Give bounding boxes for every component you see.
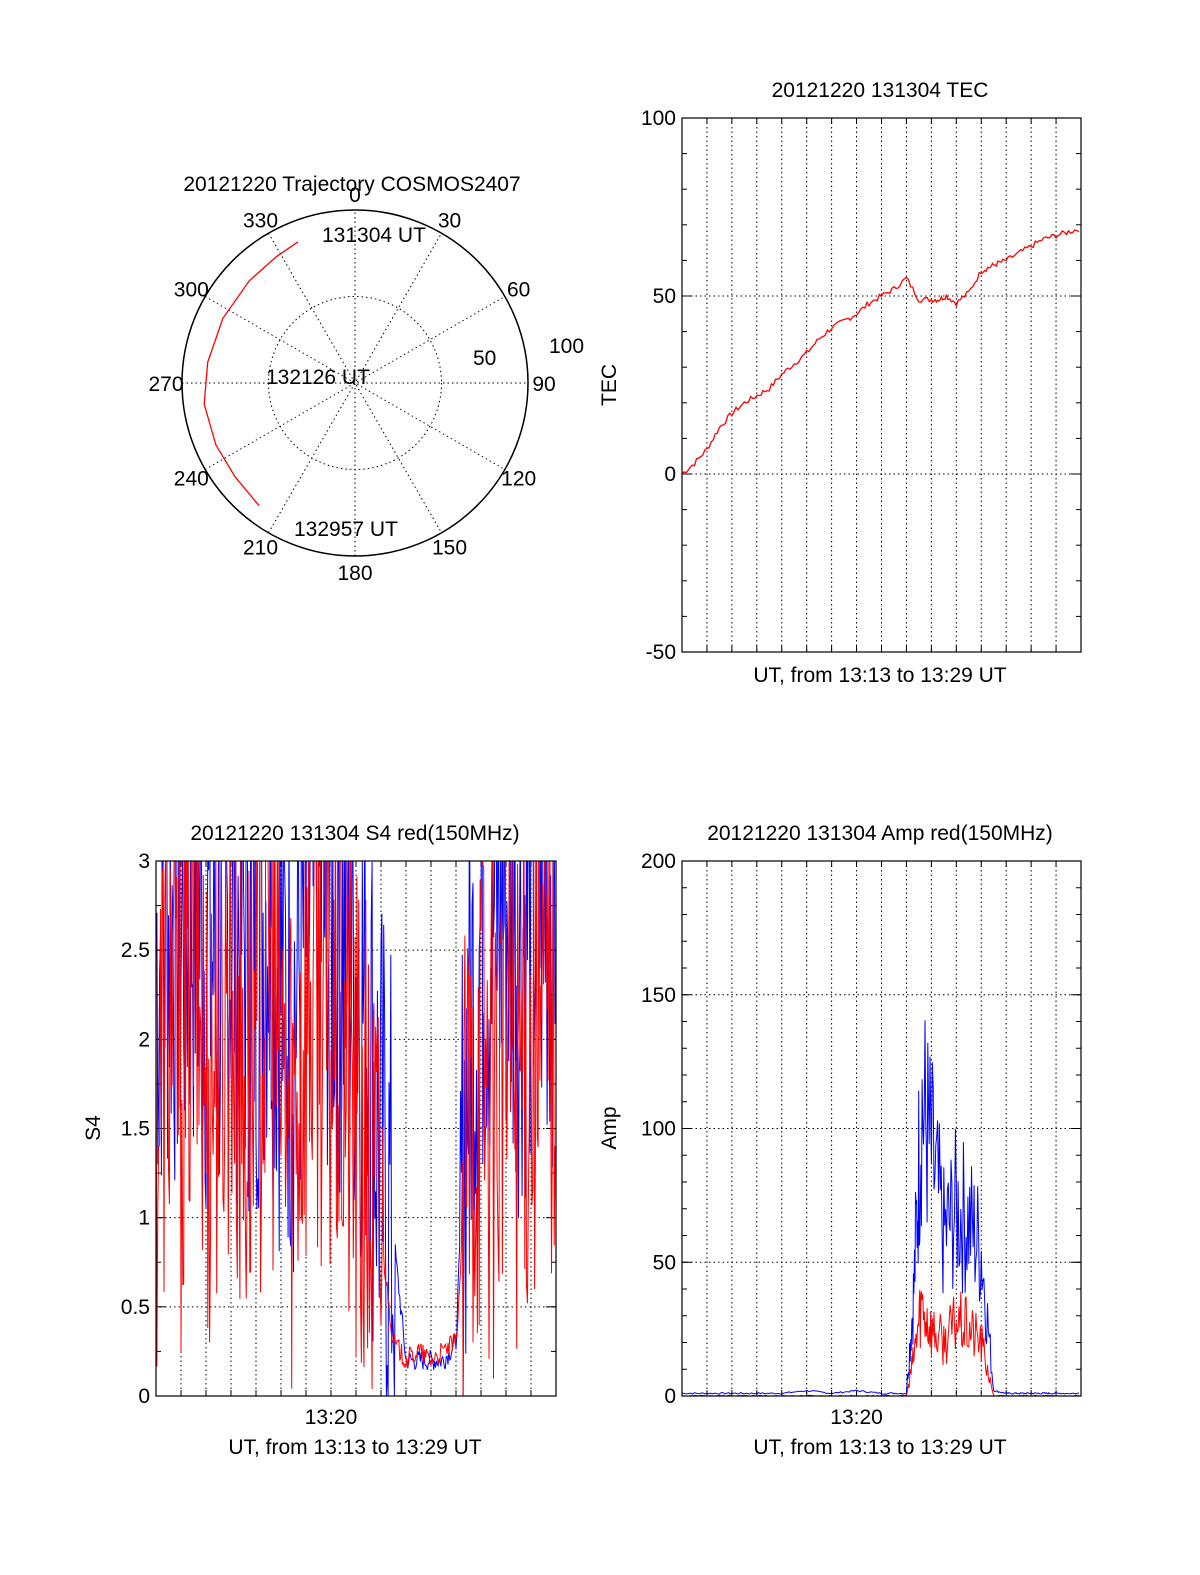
polar-spoke — [268, 232, 442, 534]
s4-ylabel: S4 — [82, 1115, 105, 1141]
polar-azimuth-label: 120 — [501, 468, 536, 491]
polar-radial-label: 100 — [549, 335, 584, 358]
x-tick-label: 13:20 — [305, 1406, 358, 1429]
y-tick-label: 0 — [664, 463, 676, 486]
s4-chart: 20121220 131304 S4 red(150MHz) UT, from … — [82, 822, 557, 1459]
y-tick-label: -50 — [646, 641, 676, 664]
polar-trajectory-chart: 20121220 Trajectory COSMOS2407 0 30 60 90 12… — [148, 173, 584, 585]
y-tick-label: 3 — [138, 850, 150, 873]
polar-spoke — [204, 296, 506, 470]
polar-azimuth-label: 0 — [349, 184, 361, 207]
polar-title: 20121220 Trajectory COSMOS2407 — [183, 173, 520, 196]
y-tick-label: 200 — [641, 850, 676, 873]
tec-title: 20121220 131304 TEC — [772, 79, 989, 102]
y-tick-label: 150 — [641, 984, 676, 1007]
amp-ylabel: Amp — [598, 1106, 621, 1149]
polar-spoke — [268, 232, 442, 534]
polar-azimuth-label: 270 — [148, 373, 183, 396]
series-line-red — [156, 861, 556, 1396]
polar-azimuth-label: 150 — [432, 537, 467, 560]
plot-frame — [155, 860, 557, 1397]
annotation-end-time: 132957 UT — [294, 518, 398, 541]
series-line-red — [682, 1289, 1080, 1396]
polar-trajectory-series — [203, 241, 299, 507]
polar-spoke — [204, 296, 506, 470]
polar-azimuth-label: 300 — [174, 279, 209, 302]
amp-title: 20121220 131304 Amp red(150MHz) — [707, 822, 1053, 845]
annotation-mid-time: 132126 UT — [266, 366, 370, 389]
trajectory-line — [203, 241, 299, 507]
polar-azimuth-label: 330 — [243, 209, 278, 232]
annotation-start-time: 131304 UT — [322, 224, 426, 247]
y-tick-label: 100 — [641, 107, 676, 130]
polar-azimuth-label: 210 — [243, 537, 278, 560]
tec-chart: 20121220 131304 TEC UT, from 13:13 to 13… — [598, 79, 1082, 687]
series-line-red — [682, 229, 1080, 475]
y-tick-label: 0 — [138, 1385, 150, 1408]
plot-frame — [681, 860, 1082, 1397]
amp-chart: 20121220 131304 Amp red(150MHz) UT, from… — [598, 822, 1082, 1459]
tec-xlabel: UT, from 13:13 to 13:29 UT — [753, 664, 1006, 687]
polar-azimuth-label: 60 — [507, 279, 530, 302]
series-group — [682, 1020, 1080, 1396]
y-tick-label: 0.5 — [121, 1296, 150, 1319]
y-tick-label: 0 — [664, 1385, 676, 1408]
amp-xlabel: UT, from 13:13 to 13:29 UT — [753, 1436, 1006, 1459]
polar-azimuth-label: 240 — [174, 468, 209, 491]
y-tick-label: 1.5 — [121, 1118, 150, 1141]
s4-title: 20121220 131304 S4 red(150MHz) — [190, 822, 519, 845]
tec-ylabel: TEC — [598, 364, 621, 406]
y-tick-label: 2.5 — [121, 939, 150, 962]
s4-xlabel: UT, from 13:13 to 13:29 UT — [228, 1436, 481, 1459]
polar-radial-labels: 50 100 — [473, 335, 584, 370]
polar-azimuth-label: 30 — [438, 209, 461, 232]
y-tick-label: 2 — [138, 1028, 150, 1051]
y-tick-label: 1 — [138, 1207, 150, 1230]
series-group — [682, 229, 1080, 475]
polar-azimuth-label: 180 — [337, 562, 372, 585]
polar-azimuth-label: 90 — [532, 373, 555, 396]
plot-frame — [681, 117, 1082, 653]
y-tick-label: 50 — [653, 1251, 676, 1274]
series-line-blue — [682, 1020, 1080, 1395]
polar-grid — [181, 209, 529, 557]
y-tick-label: 50 — [653, 285, 676, 308]
x-tick-label: 13:20 — [830, 1406, 883, 1429]
polar-azimuth-labels: 0 30 60 90 120 150 180 210 240 270 300 330 — [148, 184, 555, 585]
polar-radial-label: 50 — [473, 347, 496, 370]
y-tick-label: 100 — [641, 1118, 676, 1141]
series-group — [156, 861, 556, 1396]
